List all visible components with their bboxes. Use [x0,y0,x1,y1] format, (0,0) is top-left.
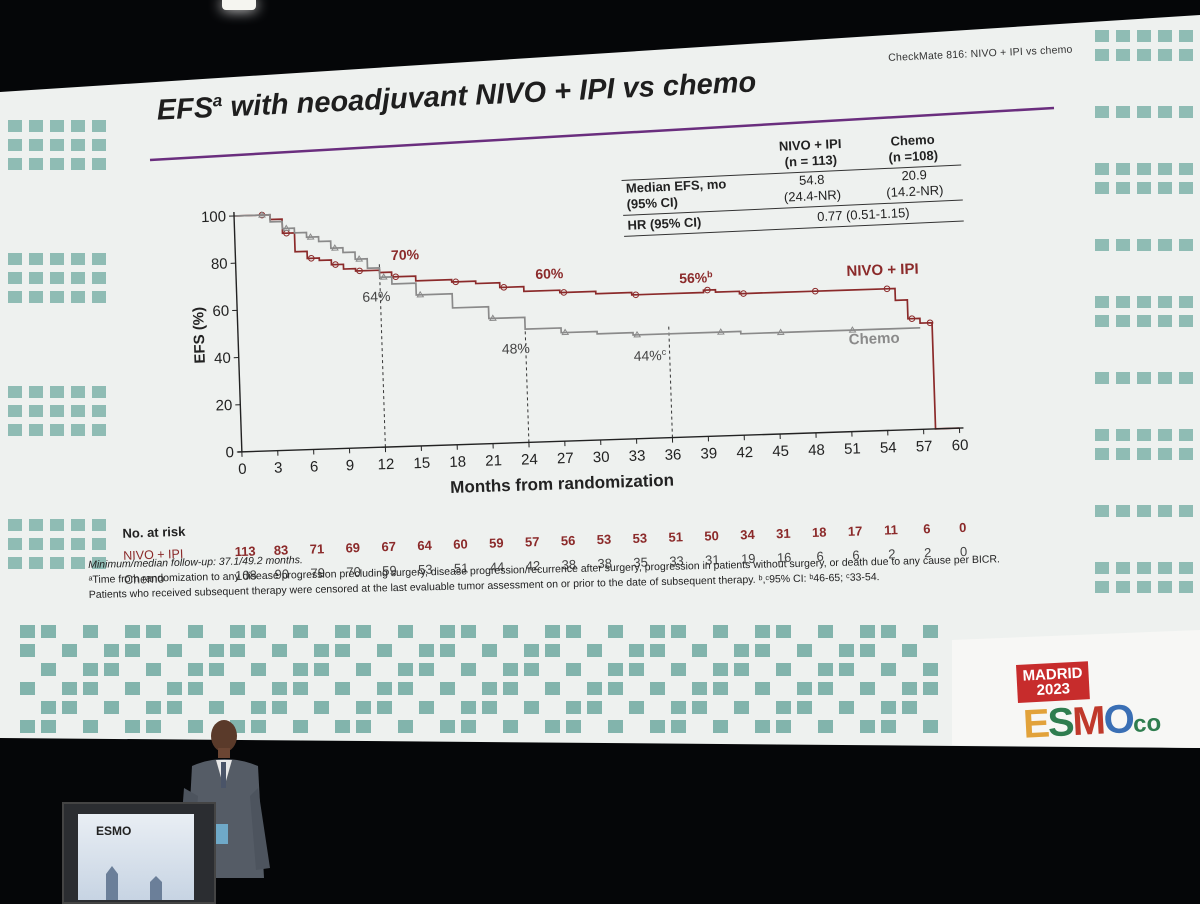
y-tick-label: 20 [215,397,232,415]
km-curve-nivo-ipi [234,192,959,452]
risk-value: 51 [668,529,683,544]
series-label: Chemo [849,330,900,349]
esmo-logo: ESMOco [1022,696,1162,748]
x-tick-label: 3 [274,460,283,477]
stats-table: NIVO + IPI Chemo (n = 113) (n =108) Medi… [620,131,964,237]
risk-value: 6 [923,521,931,536]
risk-value: 17 [848,523,863,538]
x-tick-label: 57 [916,438,933,456]
x-tick-label: 21 [485,452,502,470]
risk-value: 53 [632,530,647,545]
annotation-label: 56%b [679,269,714,286]
x-tick-label: 42 [736,444,753,462]
y-tick-label: 80 [211,255,228,273]
risk-value: 34 [740,527,756,542]
stats-row1-col1-2: (24.4-NR) [762,186,863,206]
y-axis-line [234,212,242,452]
stats-col1-header-2: (n = 113) [761,151,862,171]
annotation-label: 60% [535,265,564,282]
annotation-label: 70% [391,246,420,263]
x-axis-label: Months from randomization [450,471,674,497]
risk-table-title: No. at risk [122,524,186,541]
y-tick-label: 0 [225,444,234,461]
x-tick-label: 33 [629,448,646,466]
x-tick-label: 9 [346,457,355,474]
stats-row1-label-2: (95% CI) [626,194,678,211]
x-tick-label: 39 [700,445,717,463]
reference-line [525,320,529,443]
y-tick-label: 100 [201,208,227,226]
podium-monitor: ESMO [78,814,194,900]
x-tick-label: 27 [557,450,574,468]
podium: ESMO [62,802,216,904]
x-tick-label: 18 [449,453,466,471]
y-tick-label: 40 [214,350,231,368]
x-tick-label: 45 [772,443,789,461]
x-tick-label: 51 [844,440,861,458]
series-label: NIVO + IPI [846,261,919,280]
x-tick-label: 60 [951,437,968,455]
risk-value: 18 [812,525,827,540]
annotation-sup: c [661,347,666,357]
stats-col2-header-2: (n =108) [865,147,961,166]
podium-graphic [78,814,194,900]
risk-value: 53 [596,532,611,547]
x-tick-label: 54 [880,439,897,457]
risk-value: 11 [884,522,898,537]
risk-value: 50 [704,528,719,543]
annotation-label: 44%c [633,347,667,364]
x-tick-label: 6 [310,458,319,475]
x-tick-label: 0 [238,461,247,478]
annotation-label: 48% [502,340,531,357]
x-tick-label: 24 [521,451,538,469]
stats-row2-label: HR (95% CI) [627,214,701,232]
annotation-label: 64% [362,288,391,305]
reference-line [669,324,673,437]
x-tick-label: 15 [413,455,430,473]
y-tick-label: 60 [212,303,229,321]
annotation-sup: b [707,269,713,279]
y-axis-label: EFS (%) [190,307,209,364]
x-tick-label: 30 [593,449,610,467]
risk-value: 31 [776,526,791,541]
x-tick-label: 36 [664,446,681,464]
stats-row1-col2-2: (14.2-NR) [867,182,963,201]
x-tick-label: 48 [808,442,825,460]
x-tick-label: 12 [377,456,394,474]
risk-value: 0 [959,520,967,535]
